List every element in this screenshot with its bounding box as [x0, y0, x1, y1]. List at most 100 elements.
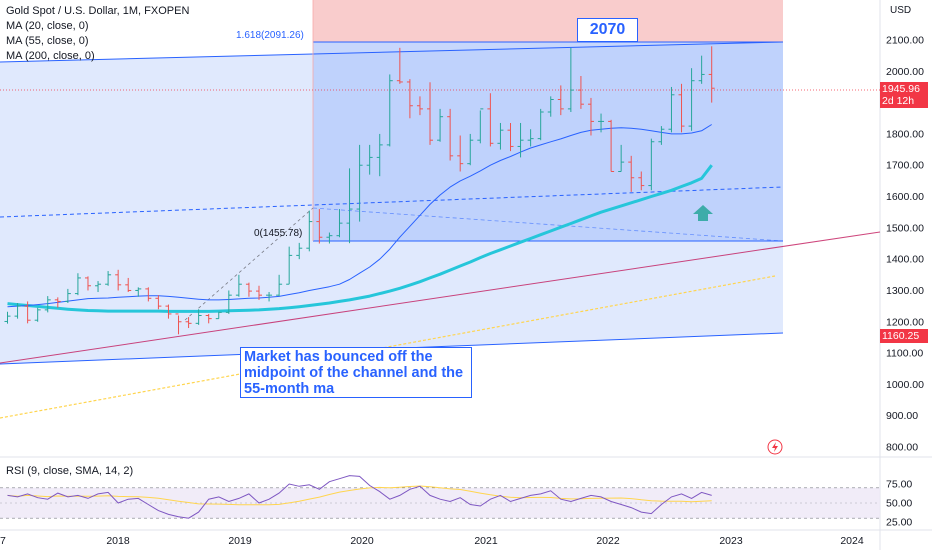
candle — [698, 55, 705, 84]
candle — [135, 287, 142, 297]
candle — [638, 171, 645, 191]
candle — [477, 108, 484, 144]
candle — [276, 274, 283, 297]
price-tick-label: 1600.00 — [886, 191, 924, 203]
last-price-countdown: 2d 12h — [882, 95, 915, 107]
candle — [185, 317, 192, 329]
fib-upper-label: 1.618(2091.26) — [236, 30, 304, 41]
candle — [366, 144, 373, 175]
candle — [4, 311, 11, 324]
channel-low-tag: 1160.25 — [880, 329, 928, 343]
candle — [517, 122, 524, 158]
legend-ma20[interactable]: MA (20, close, 0) — [6, 20, 89, 32]
legend-ma55[interactable]: MA (55, close, 0) — [6, 35, 89, 47]
fib-box — [313, 42, 783, 241]
annotation-note: Market has bounced off the midpoint of t… — [240, 347, 472, 398]
time-tick-label: 2018 — [106, 535, 130, 547]
candle — [577, 76, 584, 109]
candle — [678, 83, 685, 133]
channel-top-line — [0, 41, 784, 63]
price-tick-label: 1800.00 — [886, 128, 924, 140]
time-tick-label: 7 — [0, 535, 6, 547]
candle — [386, 74, 393, 147]
time-tick-label: 2024 — [840, 535, 864, 547]
candle — [406, 79, 413, 119]
candle — [527, 129, 534, 147]
legend-ma200[interactable]: MA (200, close, 0) — [6, 50, 95, 62]
candle — [245, 282, 252, 297]
candle — [306, 210, 313, 252]
candle — [547, 96, 554, 117]
target-label: 2070 — [577, 18, 638, 42]
candle — [296, 242, 303, 260]
candle — [567, 47, 574, 113]
candle — [376, 133, 383, 177]
rsi-legend: RSI (9, close, SMA, 14, 2) — [6, 465, 134, 477]
candle — [266, 292, 273, 302]
fib-diagonal — [312, 207, 784, 242]
symbol-title: Gold Spot / U.S. Dollar, 1M, FXOPEN — [6, 5, 190, 17]
candle — [396, 47, 403, 84]
last-price-tag: 1945.96 2d 12h — [880, 82, 928, 108]
candle — [708, 46, 715, 103]
price-tick-label: 1000.00 — [886, 379, 924, 391]
candle — [618, 144, 625, 172]
rsi-line — [7, 475, 712, 519]
time-tick-label: 2021 — [474, 535, 498, 547]
price-tick-label: 800.00 — [886, 442, 918, 454]
candle — [427, 82, 434, 145]
candle — [165, 304, 172, 319]
candle — [437, 108, 444, 142]
candle — [628, 155, 635, 192]
price-tick-label: 900.00 — [886, 410, 918, 422]
candle — [587, 97, 594, 136]
bounce-arrow — [693, 205, 713, 221]
price-tick-label: 2000.00 — [886, 66, 924, 78]
candle — [457, 135, 464, 172]
candle — [467, 133, 474, 166]
candle — [125, 277, 132, 293]
alert-icon-ring — [767, 439, 783, 455]
candle — [34, 307, 41, 322]
time-tick-label: 2023 — [719, 535, 743, 547]
price-tick-label: 1400.00 — [886, 254, 924, 266]
candle — [336, 209, 343, 238]
candle — [598, 113, 605, 133]
target-zone — [313, 0, 783, 42]
rsi-tick-label: 50.00 — [886, 498, 912, 510]
candle — [74, 273, 81, 296]
candle — [497, 122, 504, 150]
candle — [54, 297, 61, 308]
ma20-line — [7, 124, 712, 308]
price-tick-label: 1100.00 — [886, 348, 923, 360]
time-tick-label: 2022 — [596, 535, 620, 547]
price-tick-label: 1500.00 — [886, 222, 924, 234]
price-tick-label: 1700.00 — [886, 160, 924, 172]
channel-low-value: 1160.25 — [882, 330, 920, 342]
rsi-tick-label: 25.00 — [886, 517, 912, 529]
candle — [416, 96, 423, 116]
candle — [155, 295, 162, 310]
candle — [235, 274, 242, 297]
candle — [256, 285, 262, 300]
candle — [356, 144, 363, 222]
trend-line — [0, 231, 881, 364]
candle — [195, 309, 202, 325]
alert-icon-bolt — [772, 442, 778, 452]
candle — [608, 119, 615, 172]
ma55-line — [7, 164, 713, 313]
candle — [286, 246, 293, 285]
candle — [658, 126, 665, 145]
chart-legend: Gold Spot / U.S. Dollar, 1M, FXOPEN MA (… — [6, 4, 189, 64]
fib-anchor-line — [184, 207, 314, 321]
candle — [215, 311, 222, 320]
price-tick-label: 1300.00 — [886, 285, 924, 297]
candle — [648, 138, 655, 191]
candle — [115, 269, 122, 291]
candle — [668, 86, 675, 133]
candle — [95, 281, 102, 293]
candle — [145, 287, 152, 302]
ma200-line — [0, 275, 776, 419]
candle — [225, 290, 232, 314]
